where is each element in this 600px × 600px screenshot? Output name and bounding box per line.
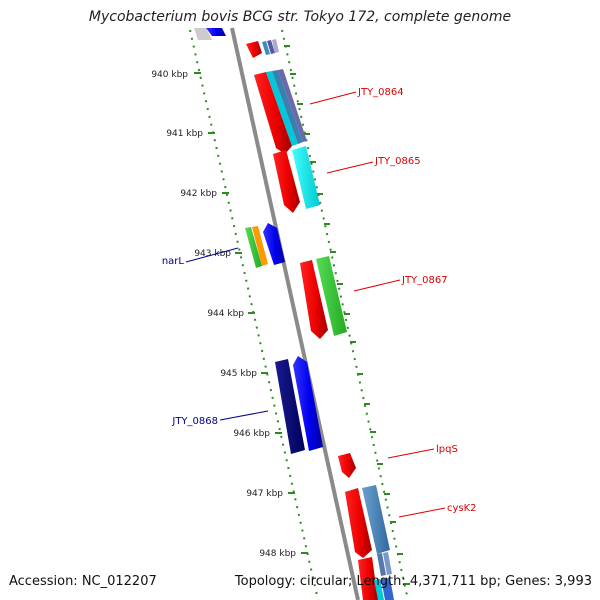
gene-arrow[interactable]: [194, 28, 212, 40]
reverse-strand-genes: [194, 28, 323, 454]
tick-label: 944 kbp: [207, 309, 244, 319]
tick-label: 941 kbp: [166, 129, 203, 139]
gene-arrow[interactable]: [381, 578, 394, 600]
gene-label-lpqS[interactable]: lpqS: [436, 444, 458, 455]
gene-arrow[interactable]: [252, 226, 268, 266]
gene-arrow[interactable]: [262, 41, 270, 55]
gene-arrow[interactable]: [266, 71, 298, 146]
gene-arrow[interactable]: [263, 223, 285, 265]
ruler-tick-labels: 940 kbp 941 kbp 942 kbp 943 kbp 944 kbp …: [151, 70, 296, 559]
map-title: Mycobacterium bovis BCG str. Tokyo 172, …: [88, 9, 512, 25]
gene-label-JTY_0868[interactable]: JTY_0868: [171, 416, 218, 427]
tick-label: 945 kbp: [220, 369, 257, 379]
gene-arrow[interactable]: [345, 488, 372, 558]
topology-text: Topology: circular; Length: 4,371,711 bp…: [234, 574, 592, 589]
gene-arrow[interactable]: [358, 557, 378, 600]
gene-arrow[interactable]: [245, 227, 262, 268]
tick-label: 947 kbp: [246, 489, 283, 499]
gene-arrow[interactable]: [267, 40, 275, 54]
gene-label-JTY_0864[interactable]: JTY_0864: [357, 87, 404, 98]
gene-arrow[interactable]: [374, 579, 384, 600]
gene-label-JTY_0867[interactable]: JTY_0867: [401, 275, 448, 286]
gene-arrow[interactable]: [292, 146, 320, 209]
forward-strand-ruler: [281, 29, 409, 600]
gene-arrow[interactable]: [338, 453, 356, 478]
gene-arrow[interactable]: [362, 485, 390, 554]
tick-label: 946 kbp: [233, 429, 270, 439]
genome-backbone: [230, 27, 360, 600]
gene-arrow[interactable]: [273, 150, 300, 213]
gene-arrow[interactable]: [316, 256, 347, 336]
gene-arrow[interactable]: [300, 260, 328, 339]
gene-labels: narL JTY_0868 JTY_0864 JTY_0865 JTY_0867…: [162, 87, 477, 514]
gene-arrow[interactable]: [275, 359, 305, 454]
gene-arrow[interactable]: [293, 356, 323, 451]
outer-ruler-ticks: [284, 45, 410, 585]
gene-label-narL[interactable]: narL: [162, 256, 185, 267]
gene-arrow[interactable]: [206, 28, 226, 36]
gene-arrow[interactable]: [272, 70, 303, 144]
tick-label: 948 kbp: [259, 549, 296, 559]
ruler-ticks: [194, 72, 308, 554]
gene-arrow[interactable]: [383, 552, 392, 575]
gene-label-cysK2[interactable]: cysK2: [447, 503, 477, 514]
forward-strand-genes: [246, 39, 394, 600]
tick-label: 942 kbp: [180, 189, 217, 199]
gene-arrow[interactable]: [272, 39, 279, 53]
gene-arrow[interactable]: [246, 41, 262, 58]
accession-text: Accession: NC_012207: [9, 574, 157, 589]
gene-arrow[interactable]: [278, 69, 307, 142]
gene-arrow[interactable]: [377, 553, 386, 576]
tick-label: 940 kbp: [151, 70, 188, 80]
label-leaders: [185, 91, 446, 518]
gene-arrow[interactable]: [254, 72, 292, 154]
gene-label-JTY_0865[interactable]: JTY_0865: [374, 156, 421, 167]
tick-label: 943 kbp: [194, 249, 231, 259]
reverse-strand-ruler: [189, 29, 319, 600]
